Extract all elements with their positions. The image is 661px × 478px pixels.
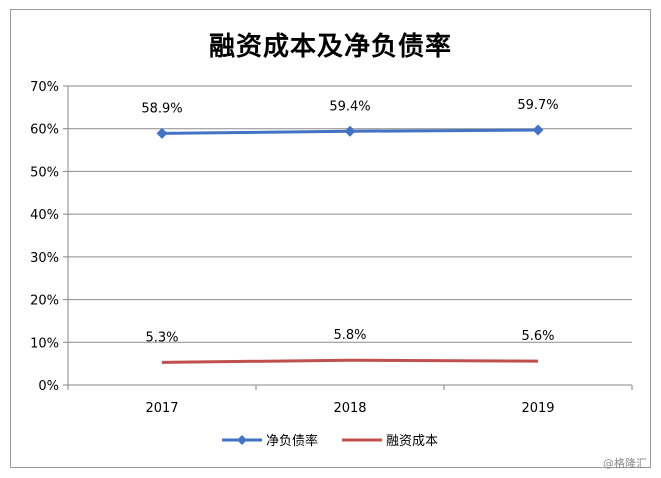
y-tick-label: 60% xyxy=(30,123,59,138)
data-label: 5.8% xyxy=(333,328,366,343)
y-tick-label: 30% xyxy=(30,251,59,266)
data-point-marker xyxy=(344,125,356,137)
data-point-marker xyxy=(532,124,544,136)
legend-label: 融资成本 xyxy=(386,434,438,449)
y-tick-label: 40% xyxy=(30,208,59,223)
data-label: 58.9% xyxy=(141,101,182,116)
data-label: 5.3% xyxy=(145,330,178,345)
legend-label: 净负债率 xyxy=(266,433,318,449)
y-tick-label: 10% xyxy=(30,336,59,351)
y-tick-label: 20% xyxy=(30,294,59,309)
watermark: @格隆汇 xyxy=(603,457,647,470)
legend-marker xyxy=(237,435,247,445)
x-tick-label: 2018 xyxy=(333,401,366,416)
chart-title: 融资成本及净负债率 xyxy=(208,32,452,62)
y-tick-label: 70% xyxy=(30,80,59,95)
data-label: 5.6% xyxy=(521,329,554,344)
data-point-marker xyxy=(156,127,168,139)
data-label: 59.4% xyxy=(329,99,370,114)
series-line xyxy=(161,358,539,364)
y-tick-label: 50% xyxy=(30,165,59,180)
y-tick-label: 0% xyxy=(38,379,59,394)
x-tick-label: 2017 xyxy=(145,401,178,416)
data-label: 59.7% xyxy=(517,98,558,113)
x-tick-label: 2019 xyxy=(521,401,554,416)
